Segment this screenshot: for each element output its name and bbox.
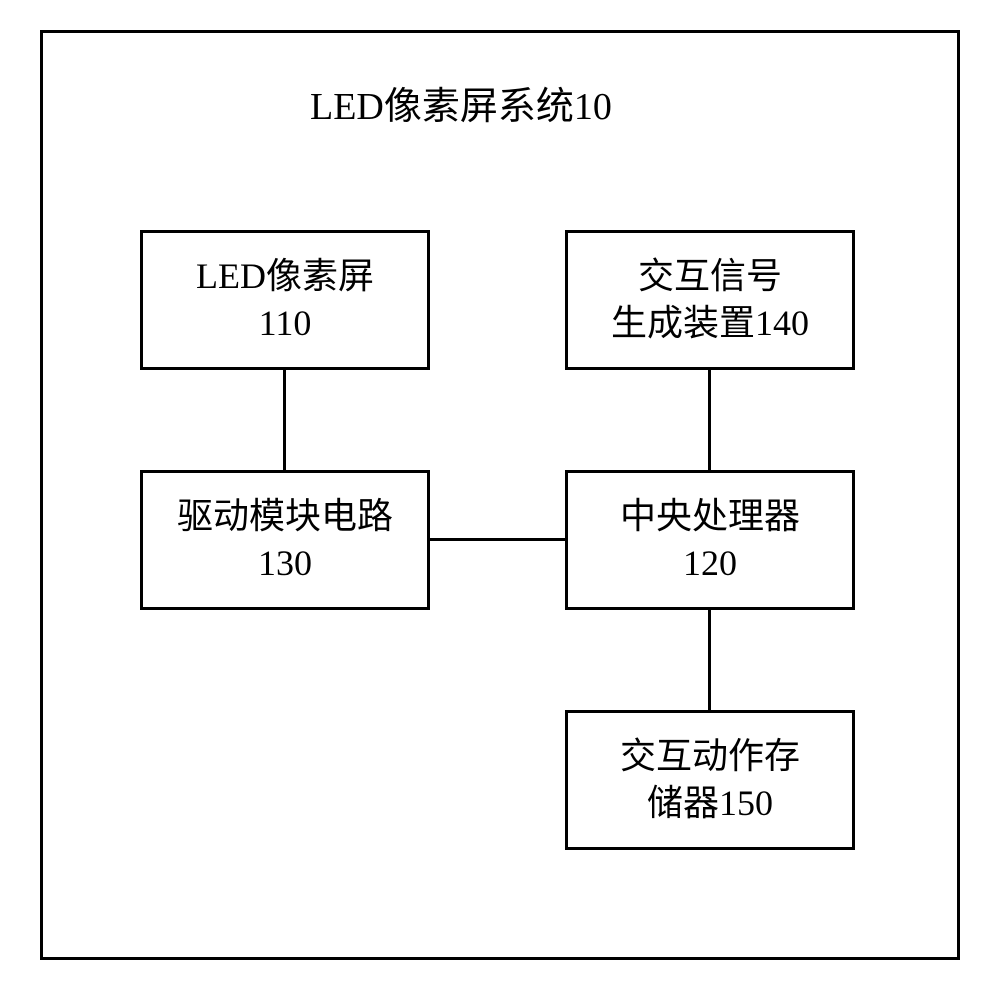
- node-signal-generator: 交互信号 生成装置140: [565, 230, 855, 370]
- node-driver-module-line2: 130: [258, 540, 312, 587]
- node-led-screen-line2: 110: [259, 300, 312, 347]
- node-cpu-line2: 120: [683, 540, 737, 587]
- node-driver-module: 驱动模块电路 130: [140, 470, 430, 610]
- node-signal-generator-line1: 交互信号: [638, 253, 782, 300]
- edge-led-to-driver: [283, 370, 286, 470]
- edge-signal-to-cpu: [708, 370, 711, 470]
- node-led-screen-line1: LED像素屏: [196, 253, 374, 300]
- node-action-memory: 交互动作存 储器150: [565, 710, 855, 850]
- diagram-title: LED像素屏系统10: [310, 75, 612, 130]
- node-action-memory-line1: 交互动作存: [620, 733, 800, 780]
- node-led-screen: LED像素屏 110: [140, 230, 430, 370]
- node-cpu-line1: 中央处理器: [620, 493, 800, 540]
- edge-cpu-to-memory: [708, 610, 711, 710]
- node-cpu: 中央处理器 120: [565, 470, 855, 610]
- node-action-memory-line2: 储器150: [647, 780, 773, 827]
- node-driver-module-line1: 驱动模块电路: [177, 493, 393, 540]
- edge-driver-to-cpu: [430, 538, 565, 541]
- node-signal-generator-line2: 生成装置140: [611, 300, 809, 347]
